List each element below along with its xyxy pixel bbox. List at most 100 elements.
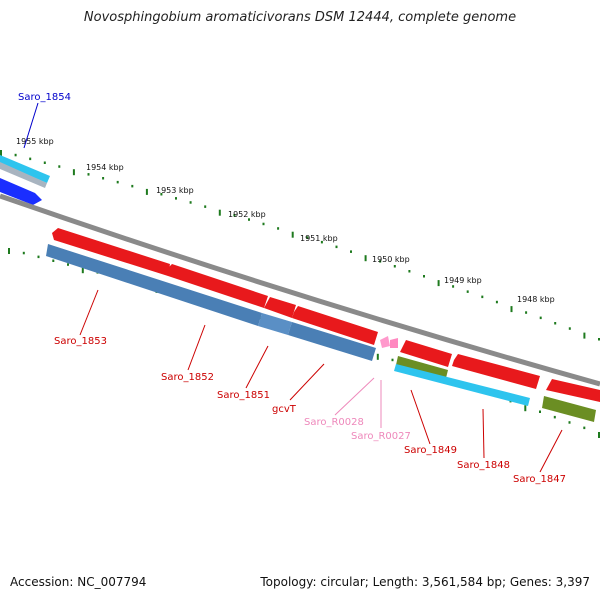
leader-line-saro-1854 <box>23 102 39 149</box>
scale-tick-major <box>510 306 513 313</box>
rna-saro-r0027[interactable] <box>390 338 398 348</box>
accession-text: Accession: NC_007794 <box>10 575 147 589</box>
scale-tick-minor <box>481 295 484 299</box>
scale-tick-major <box>376 353 379 360</box>
scale-tick-minor <box>22 251 25 255</box>
scale-tick-major <box>524 405 527 412</box>
gene-saro-1854[interactable] <box>0 178 42 205</box>
scale-tick-minor <box>233 214 236 217</box>
scale-tick-minor <box>160 193 163 196</box>
feature-cyan-1854[interactable] <box>0 155 50 183</box>
feature-olive-1847[interactable] <box>542 396 596 422</box>
scale-tick-major <box>81 267 84 274</box>
scale-label: 1951 kbp <box>300 234 338 243</box>
scale-tick-minor <box>37 255 40 259</box>
gene-label-saro-1852[interactable]: Saro_1852 <box>161 372 214 383</box>
scale-tick-minor <box>67 263 69 266</box>
gene-label-saro-1849[interactable]: Saro_1849 <box>404 445 457 456</box>
scale-tick-minor <box>320 240 323 244</box>
scale-tick-major <box>598 432 600 438</box>
scale-label: 1955 kbp <box>16 137 54 146</box>
scale-tick-major <box>0 150 2 156</box>
leader-line-saro-1848 <box>482 408 485 459</box>
gene-saro-1852-arrow[interactable] <box>166 264 268 308</box>
scale-label: 1950 kbp <box>372 255 410 264</box>
scale-tick-minor <box>539 410 541 413</box>
scale-tick-minor <box>554 322 557 325</box>
scale-tick-minor <box>204 205 207 208</box>
gene-label-saro-1847[interactable]: Saro_1847 <box>513 474 566 485</box>
scale-tick-minor <box>335 245 338 249</box>
gene-saro-1851-arrow[interactable] <box>264 297 296 318</box>
scale-tick-minor <box>539 316 542 320</box>
scale-tick-major <box>145 188 148 195</box>
scale-label: 1949 kbp <box>444 276 482 285</box>
scale-tick-major <box>8 248 10 254</box>
scale-tick-minor <box>408 270 411 273</box>
scale-tick-minor <box>102 177 105 180</box>
scale-tick-minor <box>583 426 586 430</box>
gene-saro-1849-arrow[interactable] <box>400 340 452 367</box>
scale-tick-major <box>437 280 440 287</box>
feature-blue-1853[interactable] <box>46 244 262 326</box>
gene-label-gcvt[interactable]: gcvT <box>272 404 297 415</box>
leader-line-saro-1849 <box>410 389 431 445</box>
genome-backbone <box>0 193 600 387</box>
rna-saro-r0028[interactable] <box>380 336 390 348</box>
scale-tick-minor <box>553 415 556 419</box>
scale-tick-minor <box>116 180 119 184</box>
gene-gcvt-arrow[interactable] <box>292 306 378 345</box>
gene-saro-1853-arrow[interactable] <box>52 228 170 276</box>
gene-label-saro-1851[interactable]: Saro_1851 <box>217 390 270 401</box>
scale-tick-minor <box>306 236 309 239</box>
scale-tick-row-top <box>0 150 600 341</box>
scale-tick-minor <box>131 184 134 188</box>
scale-tick-minor <box>29 157 32 161</box>
scale-label: 1948 kbp <box>517 295 555 304</box>
scale-tick-minor <box>14 153 17 157</box>
feature-cyan-1849[interactable] <box>394 364 530 406</box>
scale-tick-major <box>218 209 221 216</box>
scale-tick-minor <box>452 285 455 288</box>
scale-tick-major <box>291 231 294 238</box>
leader-line-saro-1853 <box>79 289 99 336</box>
feature-gray-1854 <box>0 162 47 188</box>
scale-tick-minor <box>52 259 55 262</box>
gene-label-saro-1854[interactable]: Saro_1854 <box>18 92 71 103</box>
leader-line-saro-1851 <box>245 345 269 389</box>
feature-blue-1851[interactable] <box>258 313 292 335</box>
feature-olive-1849[interactable] <box>396 356 448 378</box>
page-title: Novosphingobium aromaticivorans DSM 1244… <box>83 10 517 25</box>
scale-tick-minor <box>350 250 352 253</box>
scale-tick-minor <box>43 161 46 164</box>
feature-blue-gcvt[interactable] <box>288 322 376 361</box>
scale-label: 1953 kbp <box>156 186 194 195</box>
gene-saro-1848-arrow[interactable] <box>452 354 540 389</box>
gene-label-saro-r0027[interactable]: Saro_R0027 <box>351 431 411 442</box>
scale-label: 1952 kbp <box>228 210 266 219</box>
scale-tick-minor <box>175 197 177 200</box>
leader-line-saro-1852 <box>187 324 206 371</box>
leader-line-saro-r0028 <box>334 377 375 416</box>
scale-tick-minor <box>393 265 396 268</box>
gene-label-saro-1853[interactable]: Saro_1853 <box>54 336 107 347</box>
scale-tick-minor <box>495 300 498 304</box>
gene-saro-1847-arrow[interactable] <box>546 379 600 402</box>
scale-tick-major <box>364 255 367 262</box>
scale-tick-major <box>583 332 586 339</box>
gene-label-saro-1848[interactable]: Saro_1848 <box>457 460 510 471</box>
scale-tick-minor <box>248 218 250 221</box>
leader-line-gcvt <box>289 363 325 401</box>
scale-tick-minor <box>423 275 425 278</box>
genome-summary-text: Topology: circular; Length: 3,561,584 bp… <box>260 575 590 589</box>
scale-tick-minor <box>58 165 61 168</box>
scale-tick-minor <box>277 227 280 230</box>
scale-tick-minor <box>525 311 528 314</box>
leader-line-saro-1847 <box>539 429 563 473</box>
scale-tick-minor <box>568 421 571 424</box>
scale-tick-minor <box>262 222 265 226</box>
scale-tick-minor <box>391 358 394 362</box>
gene-label-saro-r0028[interactable]: Saro_R0028 <box>304 417 364 428</box>
scale-label: 1954 kbp <box>86 163 124 172</box>
